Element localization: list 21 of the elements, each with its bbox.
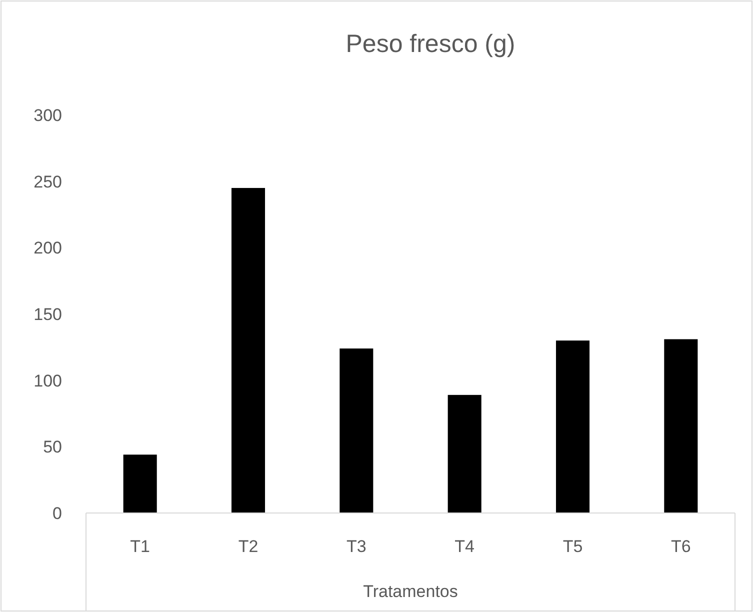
y-tick-label: 0: [52, 504, 62, 523]
y-tick-label: 150: [34, 304, 62, 324]
bar: [664, 339, 698, 513]
y-tick-label: 200: [34, 238, 62, 258]
chart-title: Peso fresco (g): [346, 30, 516, 58]
y-tick-label: 250: [34, 172, 62, 192]
x-tick-label: T5: [562, 537, 583, 556]
x-tick-label: T6: [670, 537, 691, 556]
bar: [448, 394, 482, 513]
bar: [556, 340, 590, 513]
x-tick-label: T3: [346, 537, 366, 556]
y-tick-label: 100: [34, 371, 62, 390]
bar: [123, 454, 157, 513]
y-tick-label: 50: [43, 438, 62, 457]
y-tick-label: 300: [34, 106, 62, 125]
x-tick-label: T4: [454, 537, 475, 556]
x-tick-label: T1: [130, 537, 150, 556]
x-axis-title: Tratamentos: [363, 582, 458, 601]
bar: [231, 188, 266, 513]
bar: [340, 348, 374, 513]
x-tick-label: T2: [238, 537, 258, 556]
